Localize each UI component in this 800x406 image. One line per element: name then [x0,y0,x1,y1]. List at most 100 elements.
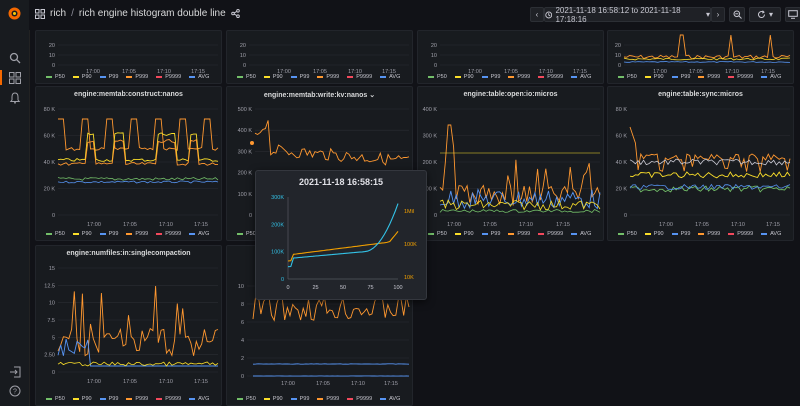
alerting-bell-icon[interactable] [7,90,22,105]
legend-item-p50[interactable]: P50 [237,231,256,237]
x-tick-label: 17:10 [348,69,362,75]
legend-item-p50[interactable]: P50 [428,74,447,80]
x-tick-label: 17:15 [194,379,208,385]
legend-item-p50[interactable]: P50 [428,231,447,237]
legend-item-p90[interactable]: P90 [644,74,664,80]
legend-item-avg[interactable]: AVG [189,74,209,80]
legend-item-p90[interactable]: P90 [454,74,474,80]
avg-line [623,61,791,63]
legend-item-p9999[interactable]: P9999 [156,396,181,402]
legend-item-p999[interactable]: P999 [126,74,148,80]
legend-item-avg[interactable]: AVG [571,74,591,80]
legend-item-p9999[interactable]: P9999 [156,231,181,237]
breadcrumb-folder[interactable]: rich [50,8,67,19]
dashboards-icon[interactable] [7,70,22,85]
legend-item-p9999[interactable]: P9999 [728,74,753,80]
legend-item-p9999[interactable]: P9999 [538,74,563,80]
y-tick-label: 0 [243,63,246,69]
time-shift-back-button[interactable]: ‹ [530,7,544,22]
legend-item-p999[interactable]: P999 [508,231,530,237]
left-axis-tick: 100K [271,250,284,256]
sign-in-icon[interactable] [7,364,22,379]
legend-item-avg[interactable]: AVG [189,231,209,237]
grafana-logo-icon[interactable] [7,6,22,21]
legend-item-p90[interactable]: P90 [644,231,664,237]
legend-item-p99[interactable]: P99 [481,231,500,237]
legend-label: P99 [299,396,310,402]
legend-swatch [481,233,488,235]
legend-item-p999[interactable]: P999 [317,74,339,80]
legend-swatch [618,76,624,78]
legend-item-p50[interactable]: P50 [618,231,637,237]
legend-item-p50[interactable]: P50 [618,74,637,80]
legend-item-p99[interactable]: P99 [99,396,118,402]
legend-item-p50[interactable]: P50 [237,74,256,80]
legend-item-p90[interactable]: P90 [263,74,283,80]
chevron-down-icon[interactable]: ⌄ [369,92,376,99]
panel-top-3[interactable]: 20 10 0 17:00 17:05 17:10 17:15 P50 P90 P99 P999 P… [417,30,604,84]
legend-item-p999[interactable]: P999 [698,231,720,237]
panel-top-2[interactable]: 20 10 0 17:00 17:05 17:10 17:15 P50 P90 P99 P999 P… [226,30,413,84]
legend-item-p99[interactable]: P99 [290,396,310,402]
legend-swatch [99,76,106,78]
legend-item-p50[interactable]: P50 [46,231,65,237]
legend-item-p999[interactable]: P999 [508,74,530,80]
panel-title[interactable]: engine:numfiles:in:singlecompaction [66,250,191,257]
legend-item-p50[interactable]: P50 [237,396,256,402]
panel-title[interactable]: engine:table:sync:micros [658,91,743,98]
legend-item-p9999[interactable]: P9999 [347,74,372,80]
refresh-button[interactable]: ▾ [749,7,781,22]
y-tick-label: 7.5 [47,318,55,324]
legend-swatch [237,76,243,78]
panel-table-open-io[interactable]: engine:table:open:io:micros 400 K 300 K 20… [417,86,604,241]
help-icon[interactable]: ? [7,383,22,398]
legend-item-p99[interactable]: P99 [99,74,118,80]
panel-title[interactable]: engine:memtab:write:kv:nanos ⌄ [227,91,412,99]
legend-item-p999[interactable]: P999 [126,396,148,402]
tv-mode-button[interactable] [785,7,800,22]
legend-item-p99[interactable]: P99 [671,74,690,80]
zoom-out-button[interactable] [729,7,745,22]
legend-item-p99[interactable]: P99 [671,231,690,237]
legend-item-avg[interactable]: AVG [380,396,400,402]
search-icon[interactable] [7,50,22,65]
legend-item-avg[interactable]: AVG [571,231,591,237]
panel-top-1[interactable]: 20 10 0 17:00 17:05 17:10 17:15 P50 P90 P99 P999 P… [35,30,222,84]
legend-item-p9999[interactable]: P9999 [728,231,753,237]
x-tick-label: 17:00 [447,222,461,228]
panel-memtab-construct[interactable]: engine:memtab:construct:nanos 80 K 60 K 40… [35,86,222,241]
x-tick-label: 17:15 [194,222,208,228]
legend-item-avg[interactable]: AVG [761,231,781,237]
legend-item-p90[interactable]: P90 [72,231,92,237]
legend-item-avg[interactable]: AVG [380,74,400,80]
legend-item-avg[interactable]: AVG [189,396,209,402]
share-icon[interactable] [230,9,240,18]
legend-item-p99[interactable]: P99 [99,231,118,237]
legend-item-p90[interactable]: P90 [263,396,283,402]
panel-title[interactable]: engine:memtab:construct:nanos [74,91,183,98]
legend-item-p50[interactable]: P50 [46,74,65,80]
legend-item-p90[interactable]: P90 [72,74,92,80]
time-picker-button[interactable]: 2021-11-18 16:58:12 to 2021-11-18 17:18:… [544,6,711,24]
legend-swatch [99,233,106,235]
breadcrumb-dashboard-title[interactable]: rich engine histogram double line [78,8,226,19]
legend-item-avg[interactable]: AVG [761,74,781,80]
panel-numfiles-compaction[interactable]: engine:numfiles:in:singlecompaction 15 12… [35,245,222,406]
legend-item-p90[interactable]: P90 [454,231,474,237]
panel-top-4[interactable]: 20 10 0 17:00 17:05 17:10 17:15 P50 P90 P99 P999 P… [607,30,794,84]
legend-item-p99[interactable]: P99 [290,74,309,80]
legend-item-p50[interactable]: P50 [46,396,65,402]
panel-title[interactable]: engine:table:open:io:micros [463,91,558,98]
legend-item-p9999[interactable]: P9999 [156,74,181,80]
legend-item-p99[interactable]: P99 [481,74,500,80]
time-shift-forward-button[interactable]: › [711,7,725,22]
legend-item-p9999[interactable]: P9999 [538,231,563,237]
legend-item-p999[interactable]: P999 [126,231,148,237]
panel-bottom-2-legend: P50 P90 P99 P999 P9999 AVG [237,396,400,402]
legend-item-p9999[interactable]: P9999 [347,396,372,402]
legend-item-p999[interactable]: P999 [317,396,339,402]
y-tick-label: 60 K [44,134,56,140]
legend-item-p999[interactable]: P999 [698,74,720,80]
panel-table-sync[interactable]: engine:table:sync:micros 80 K 60 K 40 K 20 … [607,86,794,241]
legend-item-p90[interactable]: P90 [72,396,92,402]
